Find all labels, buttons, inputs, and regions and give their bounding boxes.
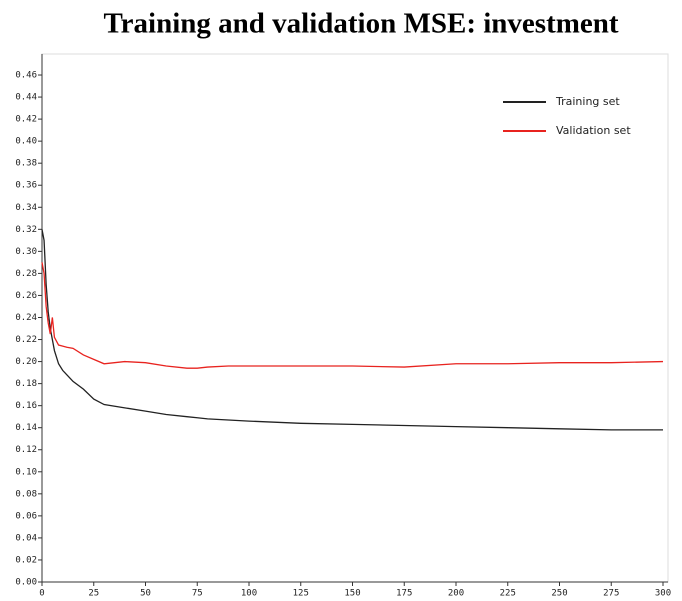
y-tick-label: 0.00 [15,578,37,588]
y-tick-label: 0.26 [15,291,37,301]
chart-title: Training and validation MSE: investment [103,8,618,40]
y-tick-label: 0.16 [15,401,37,411]
y-tick-label: 0.34 [15,203,37,213]
x-tick-label: 275 [603,589,619,599]
y-tick-label: 0.44 [15,93,37,103]
y-tick-label: 0.18 [15,379,37,389]
y-tick-label: 0.30 [15,247,37,257]
y-tick-label: 0.12 [15,445,37,455]
y-tick-label: 0.22 [15,335,37,345]
series-line [41,262,664,369]
series-line [41,229,663,431]
x-tick-label: 50 [140,589,151,599]
x-tick-label: 250 [551,589,567,599]
y-tick-label: 0.46 [15,71,37,81]
y-tick-label: 0.24 [15,313,37,323]
x-tick-label: 125 [293,589,309,599]
x-tick-label: 225 [500,589,516,599]
y-tick-label: 0.02 [15,555,37,565]
x-tick-label: 75 [192,589,203,599]
y-tick-label: 0.28 [15,269,37,279]
y-tick-label: 0.08 [15,489,37,499]
y-tick-label: 0.14 [15,423,37,433]
x-tick-label: 150 [344,589,360,599]
y-tick-label: 0.06 [15,511,37,521]
y-tick-label: 0.36 [15,181,37,191]
y-tick-label: 0.32 [15,225,37,235]
x-tick-label: 175 [396,589,412,599]
y-tick-label: 0.42 [15,115,37,125]
x-tick-label: 300 [655,589,671,599]
y-tick-label: 0.40 [15,137,37,147]
x-tick-label: 100 [241,589,257,599]
legend-label: Training set [555,95,620,108]
y-tick-label: 0.04 [15,533,37,543]
legend-label: Validation set [556,124,631,137]
x-tick-label: 0 [39,589,44,599]
x-tick-label: 25 [88,589,99,599]
y-tick-label: 0.10 [15,467,37,477]
y-tick-label: 0.20 [15,357,37,367]
x-tick-label: 200 [448,589,464,599]
y-tick-label: 0.38 [15,159,37,169]
